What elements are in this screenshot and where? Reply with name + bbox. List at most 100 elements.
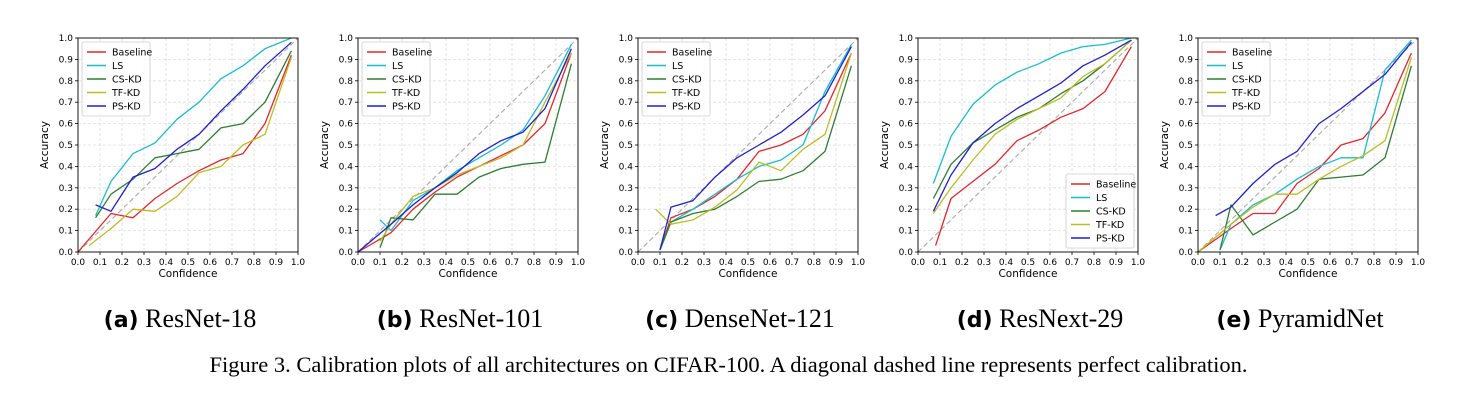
y-tick-label: 0.7 bbox=[59, 98, 73, 108]
x-tick-label: 1.0 bbox=[851, 258, 866, 268]
y-axis-label: Accuracy bbox=[39, 121, 51, 169]
y-tick-label: 1.0 bbox=[1179, 34, 1194, 44]
series-line-ps-kd bbox=[659, 46, 852, 251]
x-tick-label: 0.5 bbox=[1301, 258, 1315, 268]
y-axis-label: Accuracy bbox=[879, 121, 891, 169]
x-tick-label: 0.1 bbox=[933, 258, 947, 268]
x-tick-label: 0.4 bbox=[159, 258, 174, 268]
y-tick-label: 0.6 bbox=[899, 120, 914, 130]
y-tick-label: 0.4 bbox=[339, 162, 354, 172]
perfect-calibration-line bbox=[1197, 37, 1419, 253]
y-axis-label: Accuracy bbox=[1159, 121, 1171, 169]
x-tick-label: 0.7 bbox=[1065, 258, 1079, 268]
legend: Baseline LS CS-KD TF-KD PS-KD bbox=[81, 41, 152, 117]
y-tick-label: 0.2 bbox=[339, 205, 353, 215]
y-tick-label: 0.4 bbox=[59, 162, 74, 172]
x-tick-label: 0.2 bbox=[115, 258, 129, 268]
x-tick-label: 0.2 bbox=[395, 258, 409, 268]
y-tick-label: 0.2 bbox=[619, 205, 633, 215]
x-tick-label: 0.5 bbox=[461, 258, 475, 268]
y-tick-label: 0.4 bbox=[899, 162, 914, 172]
legend-label-baseline: Baseline bbox=[672, 48, 712, 59]
x-tick-label: 0.4 bbox=[1279, 258, 1294, 268]
y-tick-label: 0.9 bbox=[339, 55, 354, 65]
x-tick-label: 1.0 bbox=[571, 258, 586, 268]
legend-label-tf-kd: TF-KD bbox=[1095, 220, 1124, 231]
x-tick-label: 0.3 bbox=[977, 258, 991, 268]
subcaption-d: (d) ResNext-29 bbox=[900, 304, 1180, 334]
subcaption-b: (b) ResNet-101 bbox=[320, 304, 600, 334]
subcaption-d-label: (d) bbox=[956, 308, 993, 333]
y-tick-label: 0.3 bbox=[1179, 184, 1193, 194]
legend: Baseline LS CS-KD TF-KD PS-KD bbox=[1065, 173, 1136, 249]
perfect-calibration-line bbox=[77, 37, 299, 253]
x-tick-label: 0.3 bbox=[417, 258, 431, 268]
plot-resnext-29: 0.0 0.1 0.2 0.3 0.4 0.5 0.6 0.7 0.8 0.9 1.0 0.0 0.1 0… bbox=[879, 34, 1145, 280]
x-tick-label: 0.3 bbox=[1257, 258, 1271, 268]
legend: Baseline LS CS-KD TF-KD PS-KD bbox=[641, 41, 712, 117]
series-line-baseline bbox=[659, 52, 852, 251]
x-tick-label: 0.3 bbox=[137, 258, 151, 268]
y-tick-label: 0.6 bbox=[1179, 120, 1194, 130]
x-tick-label: 0.6 bbox=[203, 258, 218, 268]
x-tick-label: 1.0 bbox=[291, 258, 306, 268]
subcaption-e-title: PyramidNet bbox=[1257, 304, 1384, 333]
x-tick-label: 0.1 bbox=[93, 258, 107, 268]
x-tick-label: 0.6 bbox=[1043, 258, 1058, 268]
subcaption-b-title: ResNet-101 bbox=[419, 304, 544, 333]
y-tick-label: 0.3 bbox=[339, 184, 353, 194]
series-line-tf-kd bbox=[655, 52, 853, 225]
x-tick-label: 0.7 bbox=[785, 258, 799, 268]
legend-label-ps-kd: PS-KD bbox=[1096, 234, 1125, 245]
legend-box bbox=[641, 41, 711, 117]
x-tick-label: 0.2 bbox=[675, 258, 689, 268]
subcaption-c: (c) DenseNet-121 bbox=[600, 304, 880, 334]
series-line-cs-kd bbox=[379, 63, 573, 248]
legend-label-cs-kd: CS-KD bbox=[672, 75, 702, 86]
series-line-cs-kd bbox=[659, 65, 853, 251]
x-tick-label: 0.4 bbox=[719, 258, 734, 268]
y-tick-label: 0.7 bbox=[619, 98, 633, 108]
x-tick-label: 0.0 bbox=[1191, 258, 1206, 268]
subcaption-e: (e) PyramidNet bbox=[1160, 304, 1440, 334]
x-tick-label: 0.9 bbox=[269, 258, 284, 268]
y-tick-label: 0.9 bbox=[899, 55, 914, 65]
y-tick-label: 0.9 bbox=[59, 55, 74, 65]
y-tick-label: 1.0 bbox=[339, 34, 354, 44]
legend-label-ps-kd: PS-KD bbox=[112, 102, 141, 113]
x-tick-label: 0.7 bbox=[1345, 258, 1359, 268]
subcaption-c-title: DenseNet-121 bbox=[684, 304, 835, 333]
x-tick-label: 1.0 bbox=[1411, 258, 1426, 268]
legend-label-baseline: Baseline bbox=[392, 48, 432, 59]
plot-densenet-121: 0.0 0.1 0.2 0.3 0.4 0.5 0.6 0.7 0.8 0.9 1.0 0.0 0.1 0… bbox=[599, 34, 865, 280]
axes-frame bbox=[1197, 37, 1419, 253]
legend-label-ls: LS bbox=[392, 61, 403, 72]
legend-label-ls: LS bbox=[1096, 193, 1107, 204]
series-line-baseline bbox=[1197, 52, 1412, 253]
legend: Baseline LS CS-KD TF-KD PS-KD bbox=[1201, 41, 1272, 117]
y-tick-label: 0.5 bbox=[619, 141, 633, 151]
legend-label-tf-kd: TF-KD bbox=[111, 88, 140, 99]
subcaption-a: (a) ResNet-18 bbox=[40, 304, 320, 334]
y-tick-label: 0.5 bbox=[899, 141, 913, 151]
y-tick-label: 0.1 bbox=[899, 227, 913, 237]
x-tick-label: 0.8 bbox=[1087, 258, 1102, 268]
x-axis-label: Confidence bbox=[998, 268, 1057, 280]
y-tick-label: 0.3 bbox=[899, 184, 913, 194]
y-tick-label: 0.8 bbox=[899, 77, 914, 87]
x-tick-label: 0.3 bbox=[697, 258, 711, 268]
subcaption-c-label: (c) bbox=[645, 308, 679, 333]
x-tick-label: 0.8 bbox=[527, 258, 542, 268]
legend-box bbox=[81, 41, 151, 117]
legend: Baseline LS CS-KD TF-KD PS-KD bbox=[361, 41, 432, 117]
x-tick-label: 0.9 bbox=[1389, 258, 1404, 268]
legend-label-cs-kd: CS-KD bbox=[392, 75, 422, 86]
y-tick-label: 0.0 bbox=[899, 248, 914, 258]
y-tick-label: 0.5 bbox=[59, 141, 73, 151]
x-axis-label: Confidence bbox=[718, 268, 777, 280]
x-tick-label: 0.0 bbox=[351, 258, 366, 268]
y-tick-label: 0.3 bbox=[59, 184, 73, 194]
legend-label-ps-kd: PS-KD bbox=[1232, 102, 1261, 113]
x-tick-label: 0.9 bbox=[829, 258, 844, 268]
y-tick-label: 0.5 bbox=[339, 141, 353, 151]
